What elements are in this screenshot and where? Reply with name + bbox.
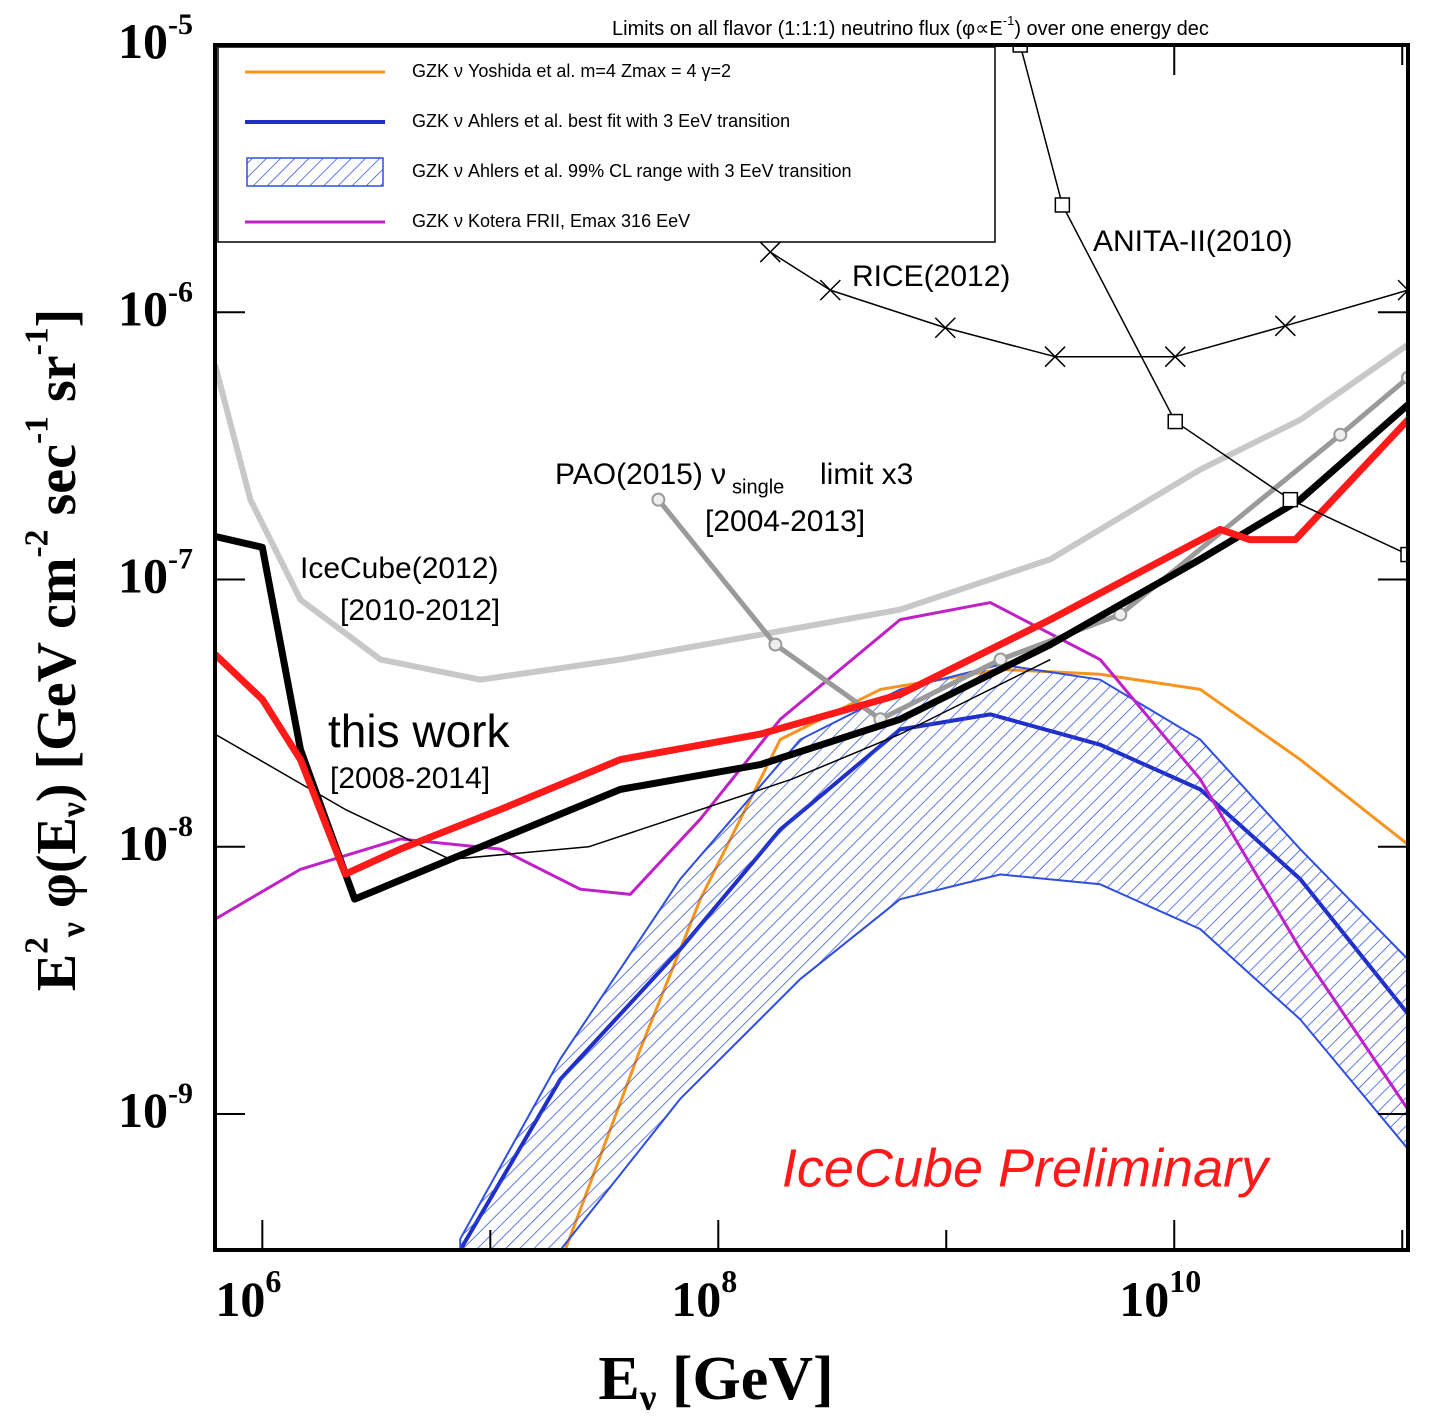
axis-label-part: -1	[18, 327, 55, 355]
annotation: IceCube Preliminary	[782, 1138, 1271, 1198]
y-tick-base: 10	[118, 548, 168, 604]
x-tick-base: 10	[1119, 1271, 1169, 1327]
chart-title: Limits on all flavor (1:1:1) neutrino fl…	[612, 13, 1209, 40]
legend-swatch	[246, 157, 384, 187]
y-tick-base: 10	[118, 815, 168, 871]
marker	[1274, 315, 1296, 337]
x-tick-label: 1010	[1119, 1263, 1201, 1327]
y-tick-power: -8	[168, 810, 193, 843]
legend-label: GZK ν Ahlers et al. 99% CL range with 3 …	[412, 161, 852, 181]
legend-label: GZK ν Ahlers et al. best fit with 3 EeV …	[412, 111, 790, 131]
marker	[1012, 45, 1028, 53]
y-tick-power: -6	[168, 275, 193, 308]
x-tick-label: 108	[671, 1263, 737, 1327]
marker	[1164, 346, 1186, 368]
x-tick-power: 10	[1169, 1263, 1201, 1299]
title-part: Limits on all flavor (1:1:1) neutrino fl…	[612, 18, 1003, 40]
series-line	[215, 342, 1408, 683]
title-part: ) over one energy dec	[1014, 18, 1209, 40]
marker	[768, 637, 783, 652]
axis-label-part: ν	[55, 922, 92, 938]
marker	[651, 492, 666, 507]
y-tick-label: 10-5	[118, 8, 193, 70]
y-tick-power: -7	[168, 542, 193, 575]
x-tick-base: 10	[671, 1271, 721, 1327]
marker	[934, 317, 956, 339]
axis-label-part: [GeV]	[656, 1345, 833, 1413]
marker	[759, 241, 781, 263]
annotation: [2010-2012]	[340, 594, 500, 627]
marker	[1044, 346, 1066, 368]
series-line	[215, 658, 1051, 861]
marker	[1167, 413, 1183, 430]
y-tick-power: -5	[168, 8, 193, 41]
band	[459, 663, 1408, 1250]
annotation: ANITA-II(2010)	[1093, 225, 1293, 258]
x-axis-label: Eν [GeV]	[598, 1345, 833, 1418]
axis-label-part: sr	[26, 355, 88, 416]
x-tick-base: 10	[215, 1271, 265, 1327]
axis-label-part: ]	[26, 309, 88, 328]
annotation: [2004-2013]	[705, 505, 865, 538]
axis-label-part: ν	[639, 1377, 657, 1418]
annotation: this work	[328, 705, 510, 757]
axis-label-part: φ(E	[26, 817, 88, 922]
annotation: [2008-2014]	[330, 762, 490, 795]
legend-label: GZK ν Yoshida et al. m=4 Zmax = 4 γ=2	[412, 61, 731, 81]
y-tick-label: 10-9	[118, 1077, 193, 1139]
series-line	[215, 417, 1408, 878]
marker	[1333, 427, 1348, 442]
axis-label-part: sec	[26, 444, 88, 530]
x-tick-power: 8	[721, 1263, 737, 1299]
plot-frame	[213, 43, 1410, 1252]
marker	[1054, 197, 1071, 213]
marker	[1400, 546, 1408, 563]
y-tick-label: 10-8	[118, 810, 193, 872]
marker	[1282, 491, 1299, 508]
y-tick-base: 10	[118, 1083, 168, 1139]
y-axis-label: E2ν φ(Eν) [GeV cm-2 sec-1 sr-1]	[18, 309, 91, 992]
y-tick-power: -9	[168, 1077, 193, 1110]
annotation: RICE(2012)	[852, 260, 1010, 293]
marker	[819, 279, 841, 301]
axis-label-part: ν	[55, 802, 92, 818]
y-tick-label: 10-7	[118, 542, 193, 604]
x-tick-label: 106	[215, 1263, 281, 1327]
annotation: single	[732, 476, 784, 498]
axis-label-part: E	[26, 954, 88, 991]
y-tick-base: 10	[118, 281, 168, 337]
axis-label-part: -1	[18, 416, 55, 444]
axis-label-part: -2	[18, 530, 55, 558]
y-tick-base: 10	[118, 13, 168, 69]
axis-label-part: E	[598, 1345, 639, 1413]
annotation: IceCube(2012)	[300, 552, 498, 585]
axis-label-part: 2	[18, 937, 55, 954]
legend-box	[217, 46, 996, 243]
y-tick-label: 10-6	[118, 275, 193, 337]
annotation: PAO(2015) ν	[555, 458, 726, 491]
legend-label: GZK ν Kotera FRII, Emax 316 EeV	[412, 211, 690, 231]
series-line	[215, 402, 1408, 903]
title-part: -1	[1003, 13, 1015, 28]
plot-area	[215, 45, 1408, 1250]
axis-label-part: ) [GeV cm	[26, 557, 88, 802]
plot-layer	[215, 45, 1408, 1250]
marker	[1397, 279, 1408, 301]
x-tick-power: 6	[265, 1263, 281, 1299]
annotation: limit x3	[820, 458, 913, 491]
